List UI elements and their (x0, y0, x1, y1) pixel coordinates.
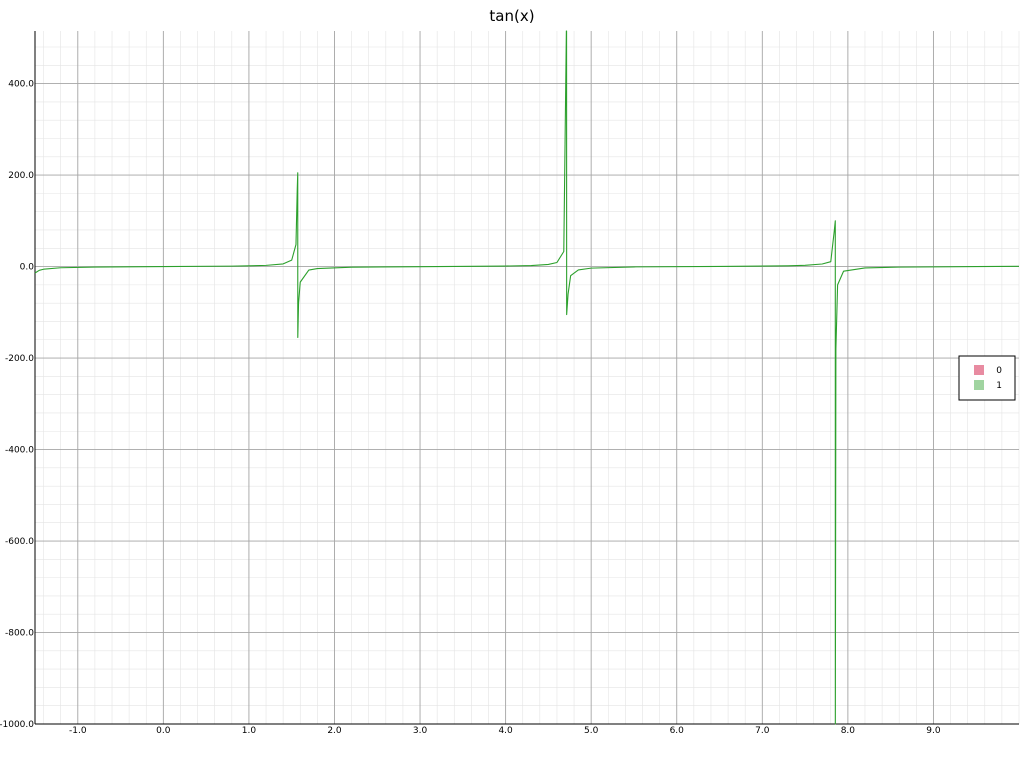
x-tick-label: 4.0 (498, 726, 513, 736)
x-tick-label: 8.0 (841, 726, 856, 736)
chart-title: tan(x) (489, 7, 535, 25)
y-tick-label: 400.0 (8, 80, 34, 90)
legend: 01 (958, 355, 1016, 401)
x-tick-label: 1.0 (242, 726, 257, 736)
x-axis-ticks: -1.0 0.0 1.0 2.0 3.0 4.0 5.0 6.0 7.0 8.0 9.0 (69, 726, 941, 736)
y-tick-label: 0.0 (20, 263, 35, 273)
legend-swatch-1 (974, 380, 984, 390)
x-tick-label: 3.0 (413, 726, 428, 736)
x-tick-label: 0.0 (156, 726, 171, 736)
y-tick-label: -1000.0 (0, 720, 34, 730)
major-grid (35, 31, 1019, 725)
y-tick-label: -200.0 (5, 354, 34, 364)
legend-swatch-0 (974, 365, 984, 375)
x-tick-label: 6.0 (670, 726, 685, 736)
minor-grid (35, 31, 1020, 725)
legend-box (958, 355, 1016, 401)
x-tick-label: 9.0 (926, 726, 941, 736)
series-layer (34, 30, 1020, 725)
legend-label-0: 0 (996, 366, 1002, 376)
y-axis-ticks: -1000.0 -800.0 -600.0 -400.0 -200.0 0.0 200.0 4… (0, 80, 34, 730)
series-line-1 (34, 30, 1020, 725)
y-tick-label: 200.0 (8, 171, 34, 181)
x-tick-label: 2.0 (327, 726, 342, 736)
y-tick-label: -600.0 (5, 537, 34, 547)
x-tick-label: 5.0 (584, 726, 599, 736)
y-tick-label: -800.0 (5, 629, 34, 639)
legend-label-1: 1 (996, 381, 1002, 391)
y-tick-label: -400.0 (5, 446, 34, 456)
x-tick-label: 7.0 (755, 726, 770, 736)
axes (34, 31, 1019, 725)
x-tick-label: -1.0 (69, 726, 87, 736)
